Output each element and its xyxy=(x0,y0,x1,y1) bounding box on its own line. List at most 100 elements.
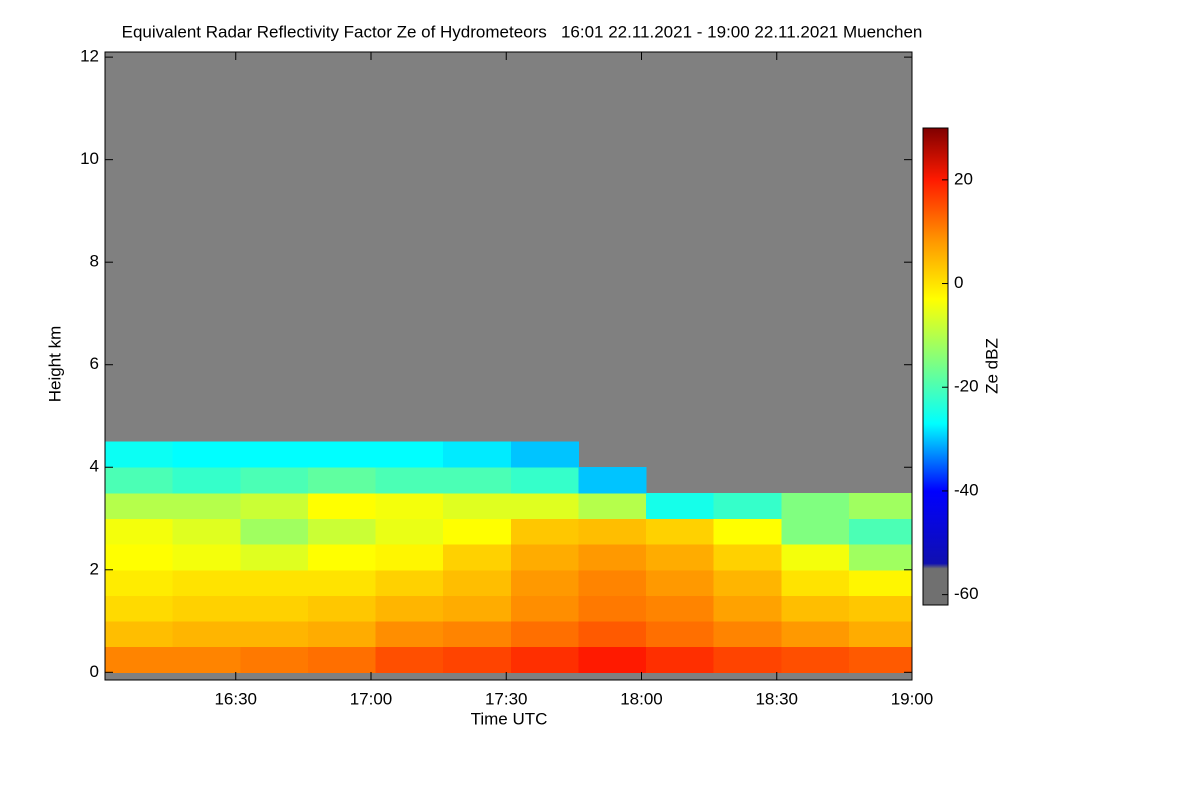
heatmap-cell xyxy=(578,569,647,596)
colorbar-tick-label: 0 xyxy=(954,273,963,292)
heatmap-cell xyxy=(105,441,174,468)
heatmap-cell xyxy=(510,595,579,622)
colorbar-tick-label: -60 xyxy=(954,584,979,603)
heatmap-cell xyxy=(578,544,647,571)
x-tick-label: 16:30 xyxy=(214,689,257,708)
heatmap-cell xyxy=(240,621,309,648)
chart-title: Equivalent Radar Reflectivity Factor Ze … xyxy=(122,22,923,41)
heatmap-cell xyxy=(172,569,241,596)
heatmap-cell xyxy=(646,621,715,648)
x-tick-label: 18:30 xyxy=(755,689,798,708)
heatmap-cell xyxy=(646,518,715,545)
heatmap-cell xyxy=(172,544,241,571)
heatmap-cell xyxy=(105,595,174,622)
heatmap-cell xyxy=(781,544,850,571)
heatmap-cell xyxy=(578,492,647,520)
heatmap-cell xyxy=(646,569,715,596)
heatmap-cell xyxy=(443,518,512,545)
heatmap-cell xyxy=(848,569,913,596)
heatmap-cell xyxy=(240,492,309,520)
heatmap-cell xyxy=(510,492,579,520)
heatmap-cell xyxy=(578,621,647,648)
heatmap-cell xyxy=(240,544,309,571)
heatmap-cell xyxy=(781,621,850,648)
heatmap-cell xyxy=(375,518,444,545)
heatmap-cell xyxy=(713,569,782,596)
colorbar-label: Ze dBZ xyxy=(982,338,1001,394)
heatmap-cell xyxy=(240,646,309,673)
heatmap-cell xyxy=(713,621,782,648)
heatmap-cell xyxy=(510,544,579,571)
plot-frame xyxy=(104,51,913,681)
heatmap-cell xyxy=(443,595,512,622)
y-tick-label: 6 xyxy=(90,354,99,373)
heatmap-cell xyxy=(713,544,782,571)
heatmap-cell xyxy=(848,646,913,673)
heatmap-cell xyxy=(375,441,444,468)
heatmap-cell xyxy=(646,492,715,520)
heatmap-cell xyxy=(172,646,241,673)
heatmap-cell xyxy=(105,544,174,571)
x-tick-label: 17:30 xyxy=(485,689,528,708)
heatmap-cell xyxy=(307,569,377,596)
heatmap-cell xyxy=(172,467,241,494)
heatmap-cell xyxy=(646,646,715,673)
heatmap-cell xyxy=(172,621,241,648)
heatmap-cell xyxy=(443,621,512,648)
heatmap-cell xyxy=(105,518,174,545)
heatmap-cell xyxy=(240,518,309,545)
heatmap-cell xyxy=(240,595,309,622)
heatmap-cell xyxy=(443,467,512,494)
heatmap-cell xyxy=(105,467,174,494)
heatmap-cell xyxy=(375,492,444,520)
heatmap-cell xyxy=(646,595,715,622)
colorbar-tick-label: 20 xyxy=(954,169,973,188)
y-axis-label: Height km xyxy=(45,326,64,403)
heatmap-cell xyxy=(307,646,377,673)
heatmap-cell xyxy=(443,646,512,673)
heatmap-cell xyxy=(443,441,512,468)
heatmap-cell xyxy=(578,595,647,622)
heatmap-cell xyxy=(848,492,913,520)
y-tick-label: 12 xyxy=(80,47,99,66)
heatmap-cell xyxy=(713,595,782,622)
heatmap-cell xyxy=(172,441,241,468)
heatmap-cell xyxy=(578,646,647,673)
heatmap-cell xyxy=(510,441,579,468)
heatmap-cell xyxy=(375,467,444,494)
heatmap-cell xyxy=(781,569,850,596)
heatmap-cell xyxy=(375,595,444,622)
heatmap-cell xyxy=(240,569,309,596)
heatmap-cell xyxy=(375,544,444,571)
colorbar xyxy=(922,127,949,606)
heatmap-cell xyxy=(375,621,444,648)
heatmap-cell xyxy=(848,518,913,545)
heatmap-cell xyxy=(105,492,174,520)
x-tick-label: 19:00 xyxy=(891,689,934,708)
heatmap-cell xyxy=(307,492,377,520)
x-axis-label: Time UTC xyxy=(471,709,548,728)
heatmap-cell xyxy=(781,646,850,673)
heatmap-cell xyxy=(848,544,913,571)
heatmap-cell xyxy=(713,492,782,520)
heatmap-cell xyxy=(375,646,444,673)
y-tick-label: 10 xyxy=(80,149,99,168)
heatmap-cell xyxy=(443,544,512,571)
heatmap-cell xyxy=(578,467,647,494)
heatmap-cell xyxy=(240,467,309,494)
colorbar-tick-label: -20 xyxy=(954,377,979,396)
heatmap-cell xyxy=(443,569,512,596)
colorbar-tick-label: -40 xyxy=(954,480,979,499)
heatmap-cell xyxy=(307,621,377,648)
y-tick-label: 2 xyxy=(90,559,99,578)
heatmap-cell xyxy=(172,518,241,545)
heatmap-cell xyxy=(848,595,913,622)
heatmap-cell xyxy=(105,621,174,648)
heatmap-cell xyxy=(713,646,782,673)
heatmap-cell xyxy=(781,595,850,622)
heatmap-cell xyxy=(781,492,850,520)
heatmap-cell xyxy=(510,569,579,596)
y-tick-label: 8 xyxy=(90,252,99,271)
